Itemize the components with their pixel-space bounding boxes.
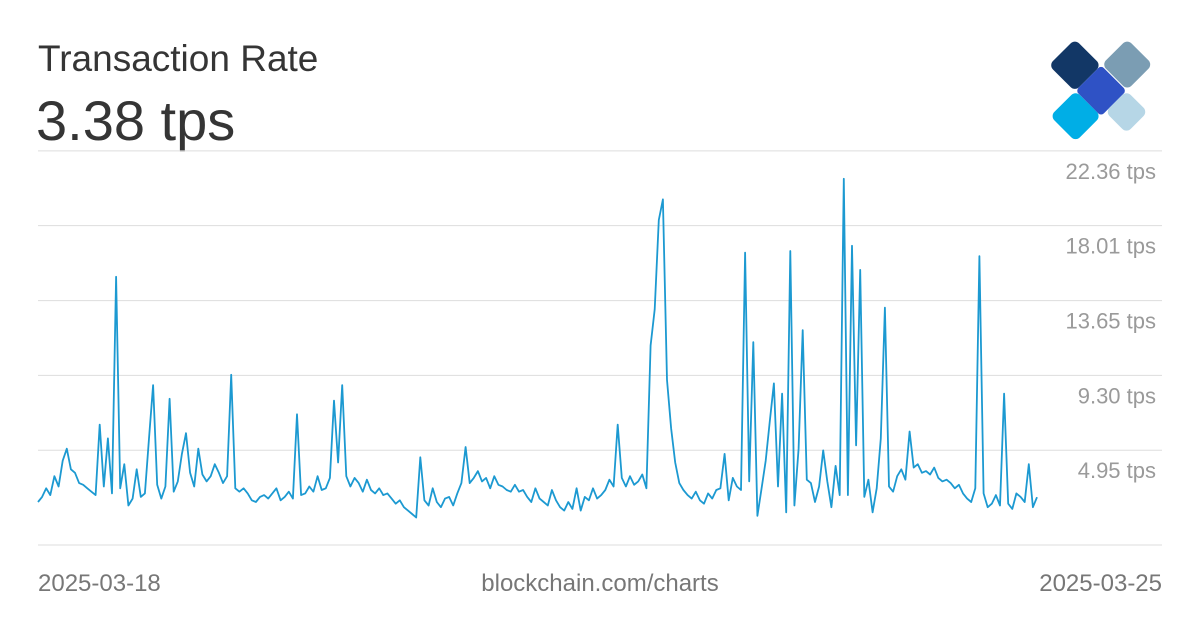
- logo-tile-bottom: [1052, 93, 1099, 140]
- y-tick-label: 18.01 tps: [1065, 234, 1156, 259]
- logo-tile-top: [1104, 41, 1151, 88]
- chart-title: Transaction Rate: [38, 38, 319, 79]
- y-tick-label: 22.36 tps: [1065, 159, 1156, 184]
- current-value: 3.38 tps: [36, 89, 236, 152]
- logo-tile-right: [1107, 93, 1146, 131]
- transaction-rate-line: [37, 177, 1038, 519]
- start-date: 2025-03-18: [38, 570, 161, 597]
- end-date: 2025-03-25: [1039, 570, 1162, 597]
- source-link[interactable]: blockchain.com/charts: [481, 570, 719, 597]
- y-tick-label: 13.65 tps: [1065, 309, 1156, 334]
- y-tick-label: 9.30 tps: [1078, 383, 1156, 408]
- logo-tile-left: [1051, 41, 1099, 89]
- logo-tile-center: [1077, 66, 1125, 115]
- y-tick-label: 4.95 tps: [1078, 458, 1156, 483]
- blockchain-logo-icon[interactable]: [1050, 34, 1162, 146]
